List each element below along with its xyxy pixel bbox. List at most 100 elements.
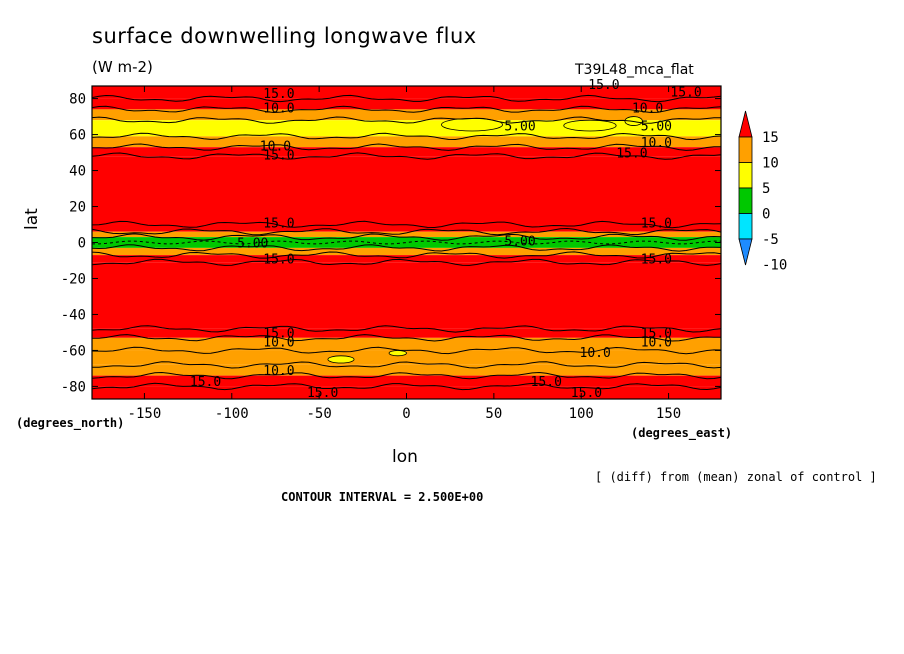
contour-line	[91, 258, 722, 266]
contour-label: 10.0	[263, 335, 294, 350]
contour-label: 10.0	[632, 102, 663, 117]
contour-label: 10.0	[580, 346, 611, 361]
contour-label: 15.0	[263, 87, 294, 102]
contour-patch	[327, 355, 355, 364]
contour-patch	[563, 119, 617, 132]
contour-line	[91, 220, 722, 229]
contour-band	[92, 109, 721, 121]
contour-line	[91, 116, 721, 124]
contour-line	[91, 334, 721, 342]
contour-label: 5.00	[504, 235, 535, 250]
contour-band	[92, 86, 721, 99]
comparison-note: [ (diff) from (mean) zonal of control ]	[595, 470, 877, 484]
contour-label: 5.00	[641, 120, 672, 135]
contour-band	[92, 328, 721, 338]
contour-line	[91, 152, 722, 160]
contour-label: 5.00	[504, 120, 535, 135]
colorbar-label: -5	[762, 232, 779, 248]
contour-label: 15.0	[641, 326, 672, 341]
contour-band	[92, 156, 721, 225]
contour-band	[92, 224, 721, 232]
contour-band	[92, 337, 721, 351]
y-axis-units: (degrees_north)	[16, 416, 125, 430]
contour-band	[92, 262, 721, 329]
y-tick-label: -20	[61, 271, 86, 287]
x-tick-label: 150	[656, 406, 681, 422]
run-label: T39L48_mca_flat	[575, 62, 694, 78]
x-tick-label: 50	[485, 406, 502, 422]
contour-line	[91, 382, 722, 391]
contour-line	[91, 346, 722, 355]
contour-line	[91, 371, 722, 380]
contour-label: 15.0	[263, 148, 294, 163]
contour-label: 15.0	[190, 375, 221, 390]
colorbar-label: 15	[762, 130, 779, 146]
colorbar-swatch	[738, 110, 753, 138]
contour-line	[91, 233, 722, 241]
contour-label: 10.0	[263, 102, 294, 117]
contour-label: 15.0	[263, 326, 294, 341]
y-tick-label: 0	[78, 236, 86, 252]
y-tick-label: 20	[69, 200, 86, 216]
colorbar-label: 0	[762, 207, 770, 223]
colorbar-swatch	[738, 213, 753, 240]
contour-band	[92, 120, 721, 137]
contour-label: 15.0	[531, 375, 562, 390]
x-tick-label: -100	[215, 406, 249, 422]
contour-label: 15.0	[641, 217, 672, 232]
colorbar-swatch	[738, 238, 753, 266]
colorbar-label: -10	[762, 258, 787, 274]
y-tick-label: -40	[61, 307, 86, 323]
x-tick-label: -150	[128, 406, 162, 422]
contour-line	[91, 251, 722, 259]
contour-label: 10.0	[260, 139, 291, 154]
y-tick-label: 80	[69, 92, 86, 108]
contour-line	[91, 244, 722, 252]
contour-line	[92, 361, 722, 369]
y-tick-label: -80	[61, 379, 86, 395]
contour-label: 15.0	[263, 217, 294, 232]
contour-band	[92, 98, 721, 110]
contour-band	[92, 375, 721, 387]
y-tick-label: 60	[69, 128, 86, 144]
contour-band	[92, 255, 721, 263]
contour-band	[92, 237, 721, 248]
contour-label: 15.0	[307, 386, 338, 401]
colorbar-swatch	[738, 187, 753, 214]
contour-line	[91, 94, 722, 103]
contour-label: 15.0	[616, 147, 647, 162]
x-axis-label: lon	[392, 447, 418, 467]
contour-line	[91, 132, 722, 141]
x-tick-label: -50	[306, 406, 331, 422]
contour-label: 10.0	[263, 364, 294, 379]
colorbar-swatch	[738, 136, 753, 163]
contour-band	[92, 136, 721, 148]
contour-label: 15.0	[263, 253, 294, 268]
contour-band	[92, 147, 721, 157]
x-tick-label: 0	[402, 406, 410, 422]
contour-label: 10.0	[641, 335, 672, 350]
chart-title: surface downwelling longwave flux	[92, 24, 477, 48]
contour-band	[92, 350, 721, 365]
contour-band	[92, 364, 721, 376]
contour-band	[92, 231, 721, 238]
y-tick-label: -60	[61, 343, 86, 359]
contour-line	[91, 325, 722, 333]
chart-units: (W m-2)	[92, 58, 153, 76]
x-tick-label: 100	[569, 406, 594, 422]
contour-label: 5.00	[237, 237, 268, 252]
contour-label: 15.0	[670, 85, 701, 100]
contour-label: 15.0	[571, 386, 602, 401]
colorbar-label: 5	[762, 181, 770, 197]
contour-label: 10.0	[641, 136, 672, 151]
colorbar-swatch	[738, 162, 753, 189]
y-tick-label: 40	[69, 164, 86, 180]
x-axis-units: (degrees_east)	[631, 426, 733, 440]
contour-line	[92, 143, 722, 151]
colorbar-label: 10	[762, 156, 779, 172]
contour-band	[92, 386, 721, 399]
contour-line	[91, 105, 722, 114]
contour-interval: CONTOUR INTERVAL = 2.500E+00	[281, 490, 484, 504]
contour-patch	[388, 350, 407, 357]
